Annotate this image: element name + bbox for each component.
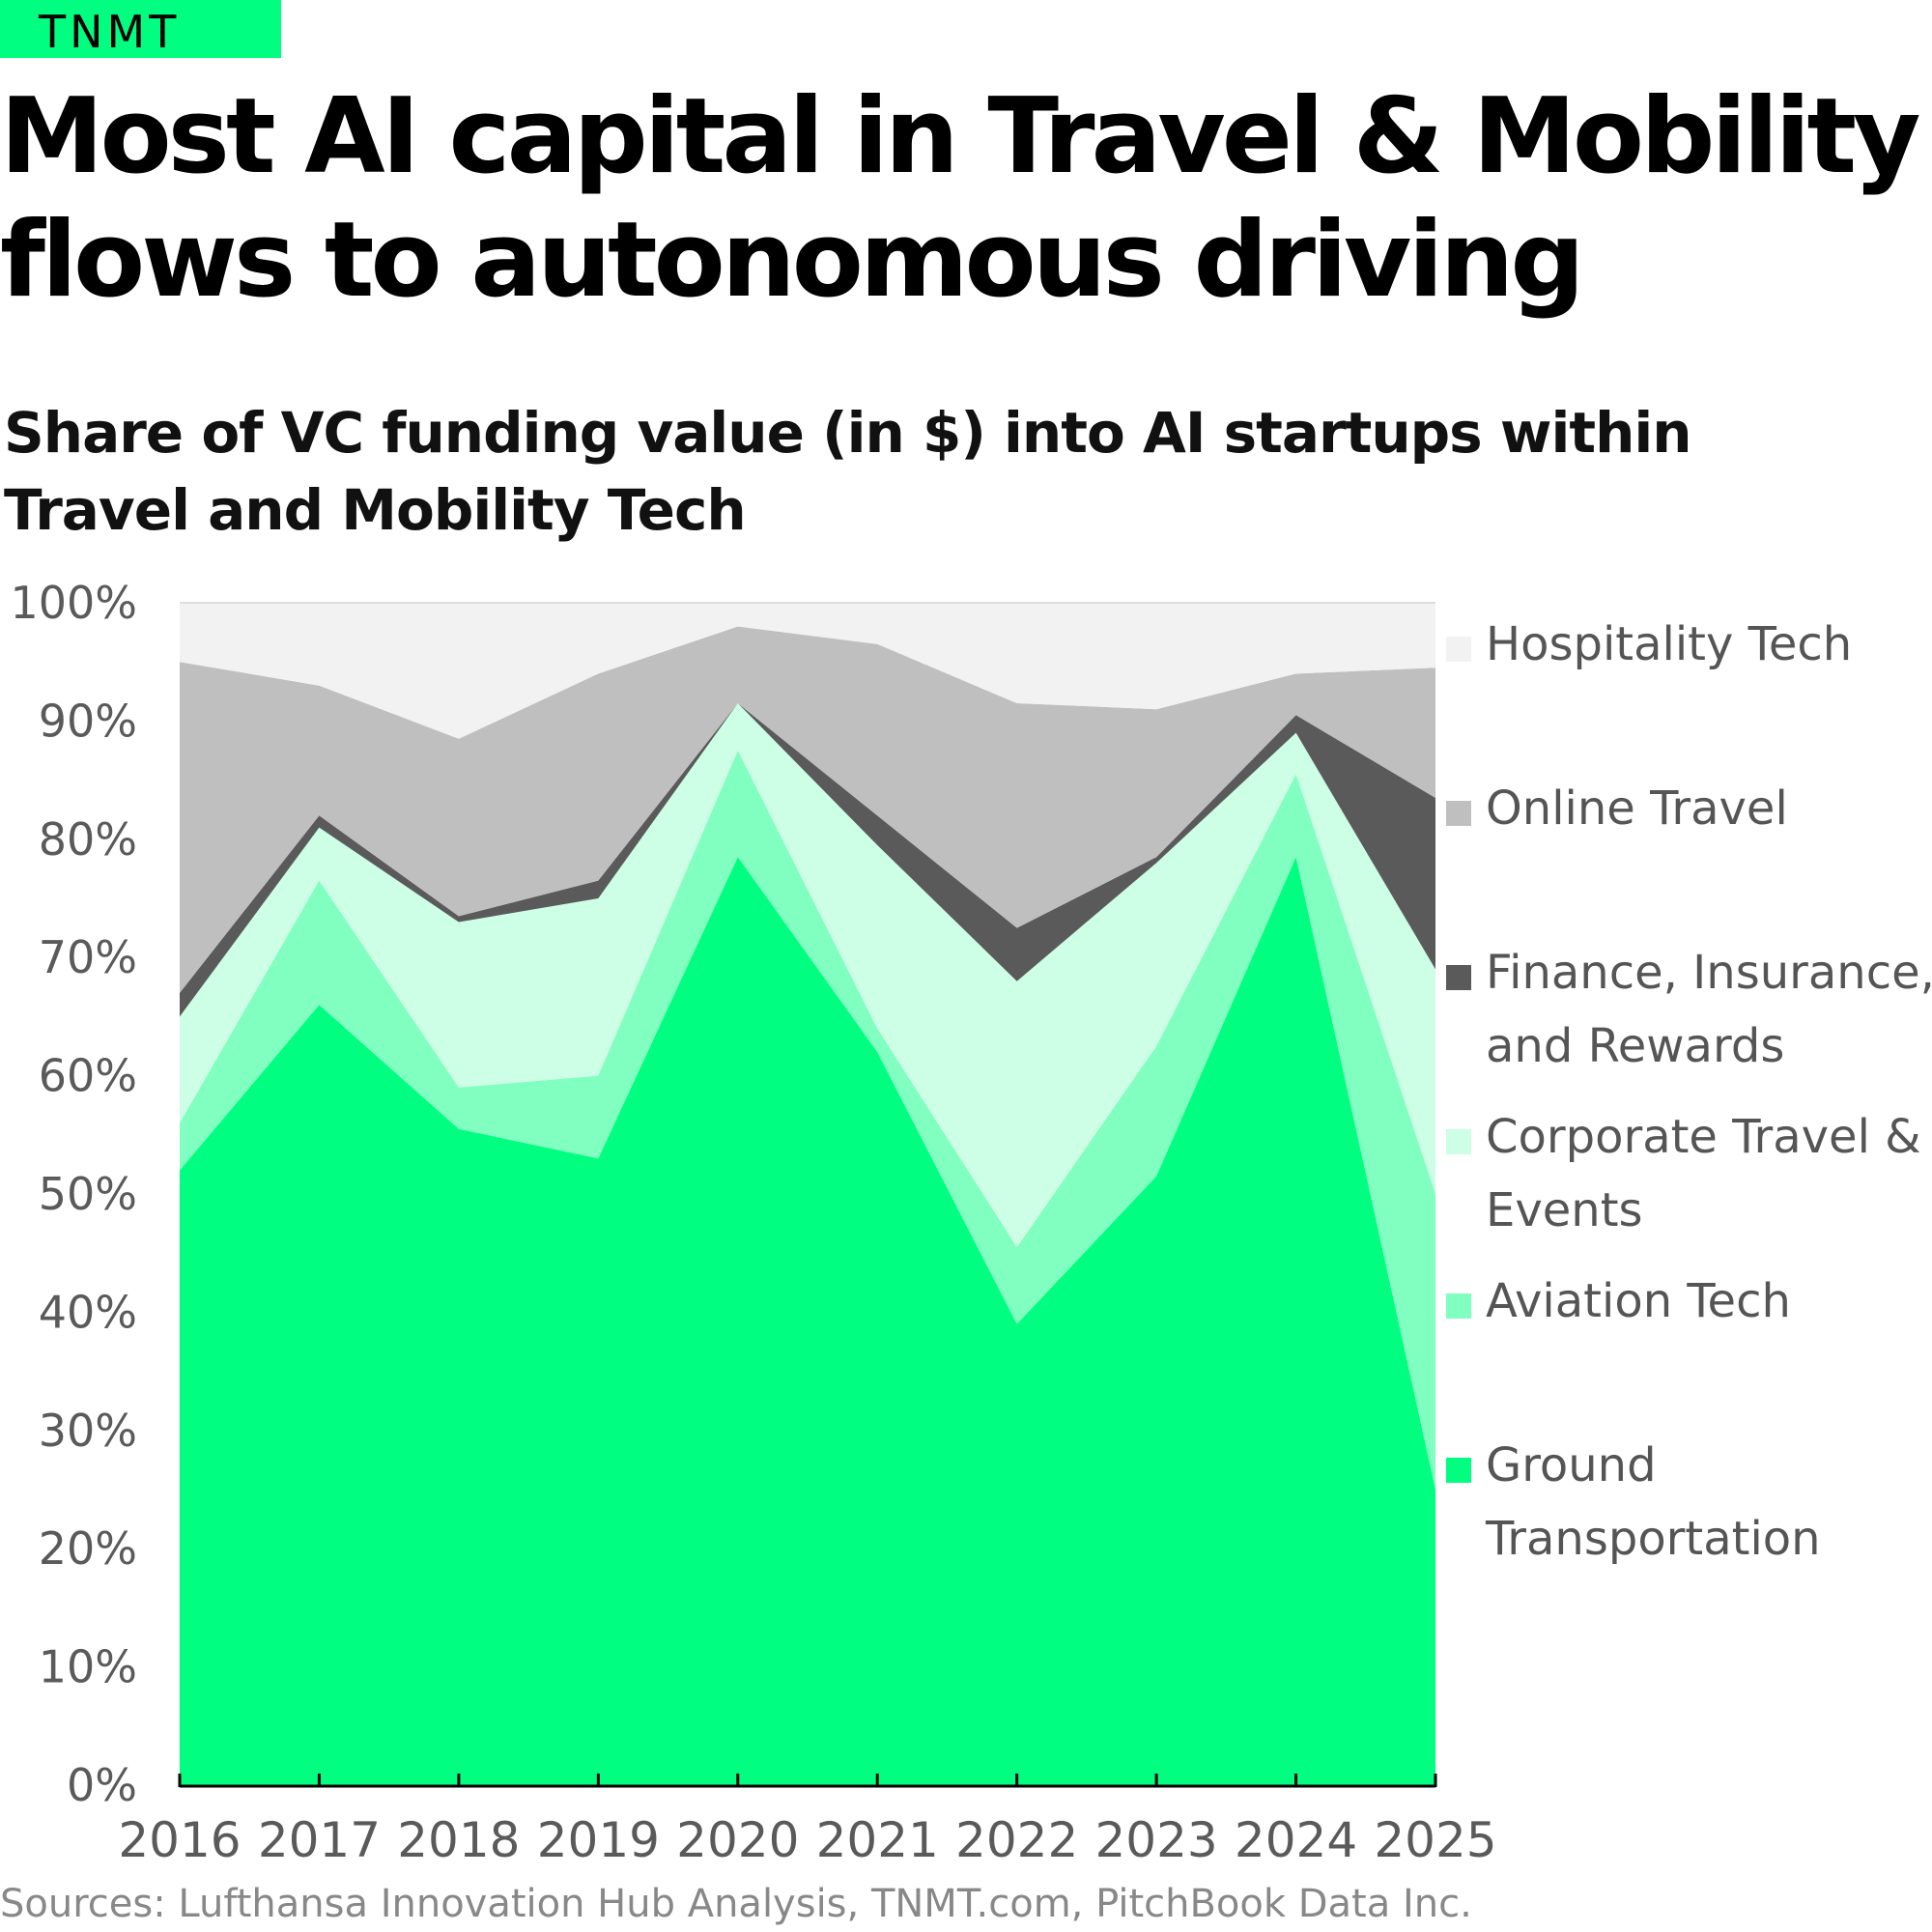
y-tick-label: 40%	[39, 1286, 137, 1338]
x-tick-label: 2019	[537, 1812, 660, 1868]
y-tick-label: 70%	[39, 931, 137, 983]
legend-label: Finance, Insurance,	[1486, 946, 1932, 1000]
chart-subtitle-line-2: Travel and Mobility Tech	[4, 477, 747, 543]
legend-item-aviation-tech: Aviation Tech	[1446, 1274, 1791, 1328]
x-tick-label: 2025	[1374, 1812, 1496, 1868]
legend-item-online-travel: Online Travel	[1446, 781, 1788, 836]
brand-logo: TNMT	[0, 0, 281, 58]
x-tick-label: 2022	[955, 1812, 1078, 1868]
x-tick-label: 2018	[397, 1812, 520, 1868]
legend-label: Aviation Tech	[1486, 1274, 1791, 1328]
y-tick-label: 30%	[39, 1405, 137, 1457]
x-tick-label: 2016	[118, 1812, 241, 1868]
legend-swatch	[1446, 801, 1471, 826]
y-axis: 0% 10% 20% 30% 40% 50% 60% 70% 80% 90% 100%	[10, 577, 137, 1811]
y-tick-label: 0%	[67, 1759, 137, 1811]
area-corporate-travel-events	[180, 703, 1435, 1248]
legend-swatch	[1446, 965, 1471, 990]
legend-item-corporate-travel-events: Corporate Travel & Events	[1446, 1110, 1921, 1237]
y-tick-label: 90%	[39, 695, 137, 747]
page-title: Most AI capital in Travel & Mobility flo…	[0, 75, 1922, 323]
legend-label: Online Travel	[1486, 781, 1788, 836]
legend-swatch	[1446, 1129, 1471, 1154]
legend-label-line-2: Transportation	[1485, 1512, 1821, 1566]
area-hospitality-tech	[180, 603, 1435, 739]
chart-subtitle-line-1: Share of VC funding value (in $) into AI…	[4, 400, 1692, 466]
x-tick-label: 2023	[1094, 1812, 1217, 1868]
y-tick-label: 100%	[10, 577, 137, 629]
legend-item-finance-insurance-and-rewards: Finance, Insurance, and Rewards	[1446, 946, 1932, 1073]
legend-label: Hospitality Tech	[1486, 617, 1852, 671]
x-tick-label: 2017	[258, 1812, 381, 1868]
y-tick-label: 20%	[39, 1522, 137, 1575]
legend-label-line-2: and Rewards	[1486, 1019, 1784, 1073]
area-series-group	[180, 602, 1435, 1785]
area-online-travel	[180, 626, 1435, 993]
legend-label: Corporate Travel &	[1486, 1110, 1921, 1164]
legend-item-ground-transportation: Ground Transportation	[1446, 1438, 1821, 1566]
area-ground-transportation	[180, 857, 1435, 1785]
page-title-line-1: Most AI capital in Travel & Mobility	[0, 76, 1920, 197]
area-finance-insurance-and-rewards	[180, 703, 1435, 1017]
y-tick-label: 60%	[39, 1050, 137, 1102]
legend-label: Ground	[1486, 1438, 1657, 1492]
x-axis: 2016 2017 2018 2019 2020 2021 2022 2023 2024 2025	[118, 1774, 1497, 1868]
brand-logo-text: TNMT	[39, 6, 181, 58]
y-tick-label: 80%	[39, 813, 137, 866]
area-aviation-tech	[180, 751, 1435, 1490]
legend-swatch	[1446, 1458, 1471, 1483]
x-tick-label: 2020	[676, 1812, 799, 1868]
y-tick-label: 50%	[39, 1168, 137, 1220]
source-note: Sources: Lufthansa Innovation Hub Analys…	[0, 1882, 1472, 1926]
page-title-line-2: flows to autonomous driving	[0, 200, 1585, 321]
legend-label-line-2: Events	[1486, 1183, 1643, 1237]
legend-swatch	[1446, 637, 1471, 662]
legend-item-hospitality-tech: Hospitality Tech	[1446, 617, 1852, 671]
legend-swatch	[1446, 1293, 1471, 1319]
chart-subtitle: Share of VC funding value (in $) into AI…	[4, 394, 1839, 549]
legend: Hospitality Tech Online Travel Finance, In…	[1446, 617, 1932, 1566]
x-tick-label: 2024	[1235, 1812, 1357, 1868]
y-tick-label: 10%	[39, 1641, 137, 1693]
x-tick-label: 2021	[816, 1812, 939, 1868]
